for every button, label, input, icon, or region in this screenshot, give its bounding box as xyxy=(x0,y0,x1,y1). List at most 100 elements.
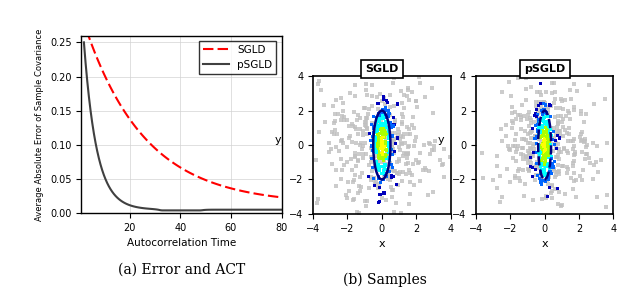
Point xyxy=(374,136,384,141)
Point xyxy=(523,132,533,137)
Point xyxy=(372,165,382,170)
Point xyxy=(540,145,550,150)
Point xyxy=(539,121,549,126)
Point xyxy=(359,156,369,160)
Point xyxy=(535,110,545,115)
Point xyxy=(543,123,553,128)
Point xyxy=(533,165,543,170)
Point xyxy=(526,161,536,165)
Point xyxy=(568,164,578,169)
Point xyxy=(384,140,394,145)
Point xyxy=(381,147,391,152)
Point xyxy=(557,97,567,102)
Point xyxy=(549,136,559,140)
Point xyxy=(394,130,404,134)
Point xyxy=(535,150,545,155)
Point xyxy=(383,112,393,116)
Point xyxy=(538,126,548,131)
Point xyxy=(551,105,561,110)
Point xyxy=(541,90,551,94)
Point xyxy=(553,114,563,118)
Point xyxy=(543,105,553,110)
Point xyxy=(557,120,567,124)
Point xyxy=(382,120,393,124)
Point xyxy=(541,129,551,134)
Point xyxy=(347,180,357,184)
Point xyxy=(547,81,557,85)
Point xyxy=(374,131,384,136)
Point xyxy=(518,157,528,162)
Point xyxy=(569,81,579,86)
Point xyxy=(395,148,405,152)
Point xyxy=(543,146,553,151)
Point xyxy=(539,133,549,138)
Point xyxy=(397,141,407,146)
Point xyxy=(374,136,384,140)
Point xyxy=(357,147,367,152)
Point xyxy=(381,143,391,148)
Point xyxy=(364,185,374,190)
Point xyxy=(374,138,384,142)
Point xyxy=(415,150,425,155)
Point xyxy=(533,119,543,123)
Point xyxy=(545,115,555,119)
Point xyxy=(541,174,551,179)
Point xyxy=(389,137,399,141)
Point xyxy=(367,144,377,149)
Point xyxy=(371,137,381,142)
Point xyxy=(537,133,547,138)
Point xyxy=(547,90,557,95)
Point xyxy=(374,174,384,179)
Point xyxy=(537,112,547,117)
Point xyxy=(505,147,515,152)
Point xyxy=(558,134,568,139)
Point xyxy=(379,121,389,126)
Point xyxy=(553,163,563,167)
Point xyxy=(525,155,535,160)
Point xyxy=(415,179,425,184)
Point xyxy=(544,151,554,156)
Point xyxy=(541,195,551,200)
Point xyxy=(511,131,521,136)
Point xyxy=(372,130,382,135)
Point xyxy=(359,106,369,111)
Point xyxy=(536,151,546,156)
Point xyxy=(377,156,387,161)
Point xyxy=(374,111,384,115)
X-axis label: Autocorrelation Time: Autocorrelation Time xyxy=(127,238,236,248)
Point xyxy=(381,123,391,128)
Point xyxy=(531,104,541,109)
Point xyxy=(525,146,535,150)
Point xyxy=(526,129,536,133)
Point xyxy=(377,139,387,144)
Point xyxy=(411,98,421,103)
Point xyxy=(544,167,554,171)
Point xyxy=(544,140,554,144)
Point xyxy=(552,146,562,150)
Point xyxy=(343,179,353,184)
Point xyxy=(580,139,590,143)
Point xyxy=(380,115,390,120)
Point xyxy=(525,153,535,157)
Point xyxy=(395,136,405,141)
Point xyxy=(374,155,384,160)
Point xyxy=(372,122,382,127)
Point xyxy=(552,173,562,178)
Point xyxy=(324,150,334,155)
Point xyxy=(552,132,562,137)
Point xyxy=(548,129,558,134)
Point xyxy=(535,164,545,169)
Point xyxy=(332,132,342,136)
Point xyxy=(543,146,553,151)
Point xyxy=(385,146,395,151)
Point xyxy=(565,87,575,92)
Point xyxy=(377,107,387,112)
Point xyxy=(376,147,386,151)
Point xyxy=(541,155,551,160)
Point xyxy=(400,141,410,146)
Point xyxy=(547,189,557,193)
Point xyxy=(378,148,388,152)
Point xyxy=(559,147,569,151)
Point xyxy=(533,122,543,127)
Point xyxy=(381,147,391,152)
